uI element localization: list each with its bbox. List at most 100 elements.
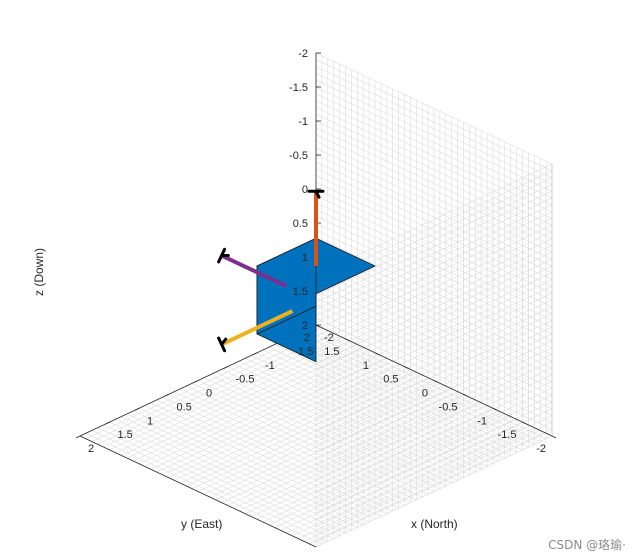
grid-line: [85, 432, 323, 545]
y-tick-label: 0.5: [383, 374, 398, 386]
grid-line: [315, 428, 553, 541]
y-axis-line: [79, 435, 317, 548]
z-tick-label: 0.5: [293, 218, 308, 230]
y-axis-label: y (East): [181, 517, 222, 531]
grid-line: [315, 360, 553, 473]
x-tick-label: 1.5: [118, 429, 133, 441]
x-tick: [252, 352, 258, 356]
grid-line: [315, 367, 553, 480]
grid-line: [121, 416, 358, 528]
grid-line: [197, 380, 435, 492]
z-tick-label: 1.5: [293, 286, 308, 298]
z-axis-label: z (Down): [32, 248, 46, 296]
x-tick: [164, 394, 169, 397]
grid-line: [315, 340, 553, 453]
watermark: CSDN @珞瑜·: [548, 537, 626, 552]
z-tick-label: -1.5: [289, 82, 308, 94]
z-tick-label: -2: [298, 48, 308, 60]
grid-line: [103, 424, 340, 537]
y-tick-label: 2: [304, 332, 310, 344]
y-tick-label: 1.5: [324, 346, 339, 358]
y-axis-vector: [220, 253, 288, 288]
grid-line: [180, 388, 417, 501]
grid-line: [115, 419, 352, 531]
x-tick-label: -2: [324, 332, 334, 344]
y-tick-label: -1.5: [498, 429, 517, 441]
y-tick-label: -1: [477, 415, 487, 427]
z-tick-label: 1: [302, 252, 308, 264]
grid-line: [150, 358, 387, 470]
grid-line: [180, 371, 417, 484]
x-tick-label: -1: [265, 360, 275, 372]
x-tick-label: -1.5: [295, 346, 314, 358]
y-tick-label: -0.5: [439, 401, 458, 413]
x-tick: [105, 421, 110, 425]
z-tick-label: -0.5: [289, 150, 308, 162]
x-tick-label: 0.5: [177, 401, 192, 413]
y-tick: [551, 435, 557, 439]
grid-line: [150, 402, 387, 514]
grid-line: [156, 399, 393, 512]
y-tick: [374, 352, 380, 356]
x-axis-vector: [220, 309, 294, 347]
grid-line: [97, 427, 334, 539]
x-tick-label: 2: [88, 443, 94, 455]
y-tick-label: -2: [536, 443, 546, 455]
grid-line: [315, 388, 553, 500]
x-vector-end-marker: [217, 336, 228, 353]
x-tick-label: 1: [147, 415, 153, 427]
grid-line: [144, 355, 382, 467]
grid-line: [315, 381, 553, 493]
grid-line: [315, 422, 553, 534]
grid-line: [144, 405, 382, 517]
x-tick: [75, 435, 81, 439]
y-tick: [522, 421, 527, 425]
grid-line: [156, 360, 393, 473]
y-tick: [492, 407, 498, 411]
y-vector-end-marker: [217, 247, 230, 264]
grid-line: [315, 408, 553, 521]
y-tick: [463, 394, 468, 397]
grid-line: [174, 369, 411, 481]
scene: [217, 189, 376, 363]
grid-line: [109, 421, 346, 534]
y-tick-label: 0: [422, 388, 428, 400]
grid-line: [138, 352, 376, 465]
y-tick-label: 1: [363, 360, 369, 372]
z-tick-label: 2: [302, 320, 308, 332]
x-tick-label: 0: [206, 388, 212, 400]
x-tick: [193, 380, 199, 383]
grid-line: [121, 344, 358, 456]
x-tick: [134, 407, 140, 411]
grid-line: [315, 299, 553, 412]
grid-line: [127, 346, 364, 459]
grid-line: [191, 377, 429, 489]
x-tick: [223, 366, 228, 369]
z-tick-label: 0: [302, 184, 308, 196]
grid-line: [315, 401, 553, 514]
grid-line: [174, 391, 411, 503]
grid-line: [132, 349, 370, 462]
grid-line: [91, 430, 328, 542]
y-tick: [315, 324, 321, 328]
grid-line: [315, 326, 553, 439]
grid-line: [168, 366, 405, 478]
grid-line: [168, 394, 405, 506]
grid-line: [162, 396, 399, 509]
grid-line: [191, 383, 429, 495]
x-tick-label: -0.5: [236, 374, 255, 386]
grid-line: [186, 374, 423, 487]
grid-line: [132, 410, 370, 523]
y-tick: [404, 366, 409, 369]
grid-line: [162, 363, 399, 476]
grid-lines: [79, 52, 553, 548]
grid-line: [138, 407, 376, 520]
z-tick-label: -1: [298, 116, 308, 128]
grid-line: [186, 385, 423, 498]
tick-labels: -2 -2 -2 -1.5 -1.5 -1.5 -1 -1 -1 -0.5 -0.5 -0.5 0 0 0 0…: [88, 48, 546, 455]
y-tick: [433, 380, 439, 383]
grid-line: [315, 347, 553, 459]
grid-line: [315, 320, 553, 432]
grid-line: [127, 413, 364, 526]
